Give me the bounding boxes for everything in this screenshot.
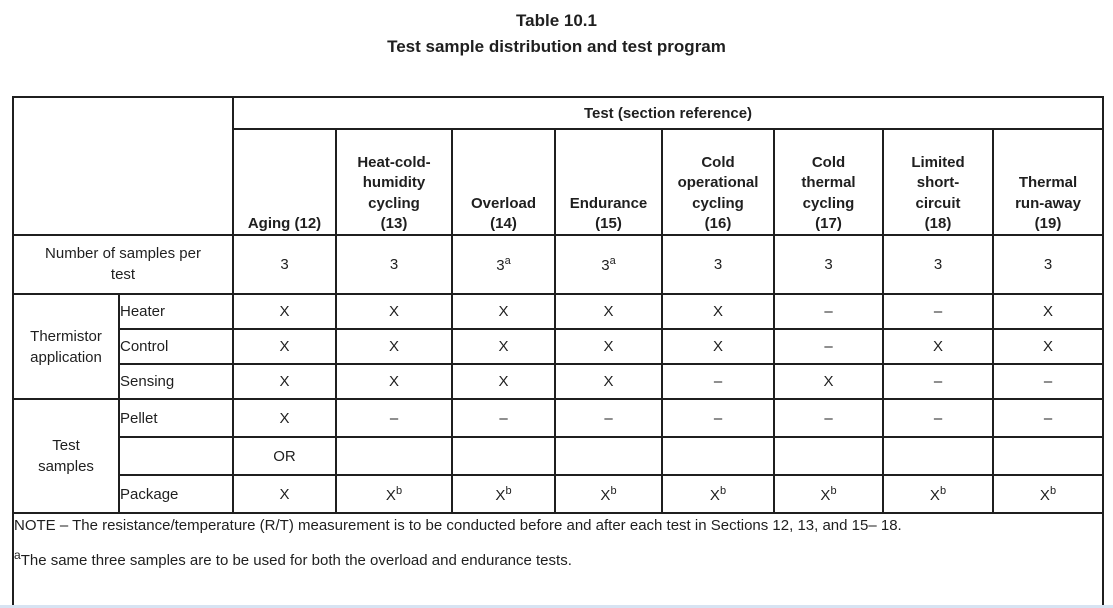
table-cell: – (992, 398, 1104, 438)
table-note-area: NOTE – The resistance/temperature (R/T) … (12, 512, 1104, 608)
test-section-reference-header: Test (section reference) (232, 96, 1104, 130)
table-cell: X (335, 328, 453, 365)
table-cell-samples-endurance: 3a (554, 234, 663, 295)
table-cell-samples-thermal-run-away: 3 (992, 234, 1104, 295)
table-note-text: NOTE – The resistance/temperature (R/T) … (14, 517, 902, 534)
column-header-heat-cold-humidity-cycling: Heat-cold- humidity cycling (13) (335, 128, 453, 236)
test-program-table: Test (section reference) Aging (12) Heat-… (12, 96, 1104, 608)
table-cell: X (554, 293, 663, 330)
row-label: Package (118, 474, 234, 514)
table-title-caption: Test sample distribution and test progra… (387, 37, 726, 56)
row-label: Pellet (118, 398, 234, 438)
table-cell: X (335, 363, 453, 400)
table-row: Package X Xb Xb Xb Xb Xb Xb Xb (13, 474, 1104, 514)
column-header-aging: Aging (12) (232, 128, 337, 236)
table-cell: – (661, 398, 775, 438)
table-row: Test samples Pellet X – – – – – – – (12, 398, 1104, 514)
table-cell: – (992, 363, 1104, 400)
row-label: Sensing (118, 363, 234, 400)
table-cell: X (451, 363, 556, 400)
table-cell: X (661, 293, 775, 330)
table-cell: X (232, 328, 337, 365)
group-label: Test samples (12, 398, 120, 514)
samples-per-test-row: Number of samples per test 3 3 3a 3a 3 3 3 3 (12, 234, 1104, 295)
table-cell: X (882, 328, 994, 365)
column-header-cold-operational-cycling: Cold operational cycling (16) (661, 128, 775, 236)
row-label: Control (118, 328, 234, 365)
corner-cell (12, 96, 234, 236)
table-cell: – (773, 398, 884, 438)
table-cell: – (882, 363, 994, 400)
table-cell: – (335, 398, 453, 438)
column-header-row: Aging (12) Heat-cold- humidity cycling (1… (13, 128, 1104, 236)
table-cell: X (232, 293, 337, 330)
table-cell: X (232, 398, 337, 438)
table-cell-samples-aging: 3 (232, 234, 337, 295)
note-row: NOTE – The resistance/temperature (R/T) … (12, 512, 1104, 608)
table-cell: X (773, 363, 884, 400)
table-cell: – (451, 398, 556, 438)
table-cell: Xb (661, 474, 775, 514)
table-cell: X (232, 474, 337, 514)
column-header-endurance: Endurance (15) (554, 128, 663, 236)
table-cell-samples-overload: 3a (451, 234, 556, 295)
page-bottom-highlight-strip (0, 605, 1113, 608)
table-row: OR (13, 436, 1104, 476)
table-cell: Xb (882, 474, 994, 514)
table-cell (773, 436, 884, 476)
row-label-number-of-samples: Number of samples per test (12, 234, 234, 295)
group-label: Thermistor application (12, 293, 120, 400)
column-header-limited-short-circuit: Limited short- circuit (18) (882, 128, 994, 236)
column-header-cold-thermal-cycling: Cold thermal cycling (17) (773, 128, 884, 236)
column-header-overload: Overload (14) (451, 128, 556, 236)
table-cell-samples-cold-operational-cycling: 3 (661, 234, 775, 295)
table-cell: X (451, 328, 556, 365)
footnote-a-text: The same three samples are to be used fo… (20, 552, 572, 570)
table-cell: X (661, 328, 775, 365)
table-cell: X (451, 293, 556, 330)
table-cell (661, 436, 775, 476)
table-cell: Xb (335, 474, 453, 514)
row-label: Heater (118, 293, 234, 330)
table-cell (335, 436, 453, 476)
table-title-number: Table 10.1 (516, 11, 597, 30)
row-label (118, 436, 234, 476)
table-cell (882, 436, 994, 476)
table-cell: Xb (451, 474, 556, 514)
table-cell: – (661, 363, 775, 400)
table-title: Table 10.1 Test sample distribution and … (0, 8, 1113, 60)
table-cell: X (992, 328, 1104, 365)
table-cell: X (554, 328, 663, 365)
table-cell: X (554, 363, 663, 400)
table-row: Sensing X X X X – X – – (13, 363, 1104, 400)
table-row: Thermistor application Heater X X X X X – – X (12, 293, 1104, 400)
table-row: Control X X X X X – X X (13, 328, 1104, 365)
table-cell: X (992, 293, 1104, 330)
table-cell-samples-cold-thermal-cycling: 3 (773, 234, 884, 295)
table-cell: – (882, 398, 994, 438)
table-cell: – (773, 328, 884, 365)
table-cell-samples-heat-cold-humidity-cycling: 3 (335, 234, 453, 295)
column-header-thermal-run-away: Thermal run-away (19) (992, 128, 1104, 236)
table-cell: OR (232, 436, 337, 476)
table-cell: X (232, 363, 337, 400)
footnote-a-marker: a (14, 548, 21, 563)
table-cell: Xb (554, 474, 663, 514)
table-cell: – (554, 398, 663, 438)
table-cell (992, 436, 1104, 476)
footnote-a: aThe same three samples are to be used f… (14, 548, 1101, 572)
table-cell: – (773, 293, 884, 330)
table-cell (451, 436, 556, 476)
table-cell: Xb (992, 474, 1104, 514)
table-cell: Xb (773, 474, 884, 514)
table-cell (554, 436, 663, 476)
table-cell: X (335, 293, 453, 330)
table-cell: – (882, 293, 994, 330)
table-cell-samples-limited-short-circuit: 3 (882, 234, 994, 295)
